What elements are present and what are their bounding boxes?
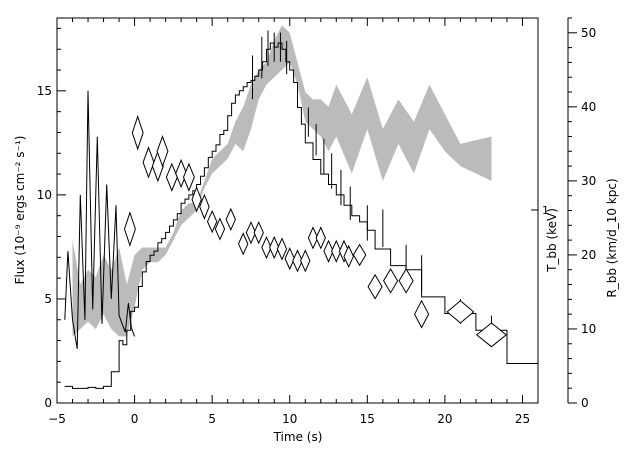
y-left-tick-label: 10 <box>37 188 52 202</box>
temperature-diamond <box>199 193 210 220</box>
radius-axis-label: R_bb (km/d_10 kpc) <box>605 178 619 297</box>
temperature-diamond <box>245 221 257 245</box>
temperature-diamond <box>315 226 326 250</box>
temperature-diamond <box>307 226 319 250</box>
x-axis-ticks: −5 0 5 10 15 20 25 <box>48 18 539 426</box>
temperature-axis-ticks: 1 <box>531 204 549 217</box>
temperature-diamond <box>165 162 178 192</box>
radius-band <box>72 25 492 337</box>
x-axis-label: Time (s) <box>273 430 323 444</box>
temperature-diamond <box>225 207 236 232</box>
precursor-oscillation-layer <box>64 90 136 349</box>
temperature-diamond <box>182 162 195 192</box>
x-tick-label: 0 <box>131 412 139 426</box>
y-right-tick-label: 40 <box>581 100 596 114</box>
left-axis-ticks: 0 5 10 15 <box>37 27 66 410</box>
temperature-diamond <box>367 273 383 300</box>
temperature-diamond <box>352 243 367 267</box>
temperature-diamond <box>343 244 354 269</box>
y-left-tick-label: 15 <box>37 84 52 98</box>
temperature-diamond <box>446 300 475 324</box>
x-tick-label: 15 <box>360 412 375 426</box>
y-right-tick-label: 20 <box>581 248 596 262</box>
temperature-diamond <box>269 235 280 260</box>
temperature-diamond <box>414 299 430 329</box>
temperature-diamond <box>156 135 169 168</box>
error-bar-layer <box>252 30 492 341</box>
y-left-tick-label: 0 <box>44 396 52 410</box>
temperature-diamond <box>237 232 249 256</box>
y-right-tick-label: 0 <box>581 396 589 410</box>
temperature-diamond-layer <box>123 114 507 348</box>
x-tick-label: −5 <box>48 412 66 426</box>
x-tick-label: 25 <box>515 412 530 426</box>
plot-frame <box>56 17 539 404</box>
temperature-diamond <box>142 146 155 179</box>
precursor-oscillation-line <box>64 90 136 349</box>
left-axis-label: Flux (10⁻⁹ ergs cm⁻² s⁻¹) <box>13 136 27 285</box>
temperature-diamond <box>214 217 226 241</box>
temperature-diamond <box>206 209 218 234</box>
temperature-diamond <box>123 211 136 247</box>
y-right-tick-label: 10 <box>581 322 596 336</box>
temperature-diamond <box>398 268 414 294</box>
temperature-axis-label: T_bb (keV) <box>545 208 559 273</box>
temperature-diamond <box>191 186 202 213</box>
temperature-diamond <box>276 237 288 261</box>
temperature-diamond <box>253 221 264 245</box>
temperature-diamond <box>131 114 144 151</box>
y-right-tick-label: 30 <box>581 174 596 188</box>
temperature-diamond <box>261 235 272 260</box>
temperature-diamond <box>383 268 399 294</box>
x-tick-label: 5 <box>208 412 216 426</box>
t-tick-label: 1 <box>542 204 549 217</box>
flux-histogram-line <box>64 42 538 389</box>
temperature-diamond <box>323 239 334 263</box>
temperature-diamond <box>292 249 303 273</box>
y-right-tick-label: 50 <box>581 26 596 40</box>
x-tick-label: 20 <box>437 412 452 426</box>
y-left-tick-label: 5 <box>44 292 52 306</box>
temperature-diamond <box>475 322 507 348</box>
temperature-diamond <box>300 249 311 273</box>
temperature-diamond <box>175 158 188 189</box>
radius-band-layer <box>72 25 492 337</box>
right-axis-ticks: 0 10 20 30 40 50 <box>568 17 596 410</box>
flux-histogram-layer <box>64 42 538 389</box>
temperature-diamond <box>338 239 350 263</box>
temperature-diamond <box>284 247 295 271</box>
x-tick-label: 10 <box>282 412 297 426</box>
temperature-diamond <box>331 239 342 263</box>
